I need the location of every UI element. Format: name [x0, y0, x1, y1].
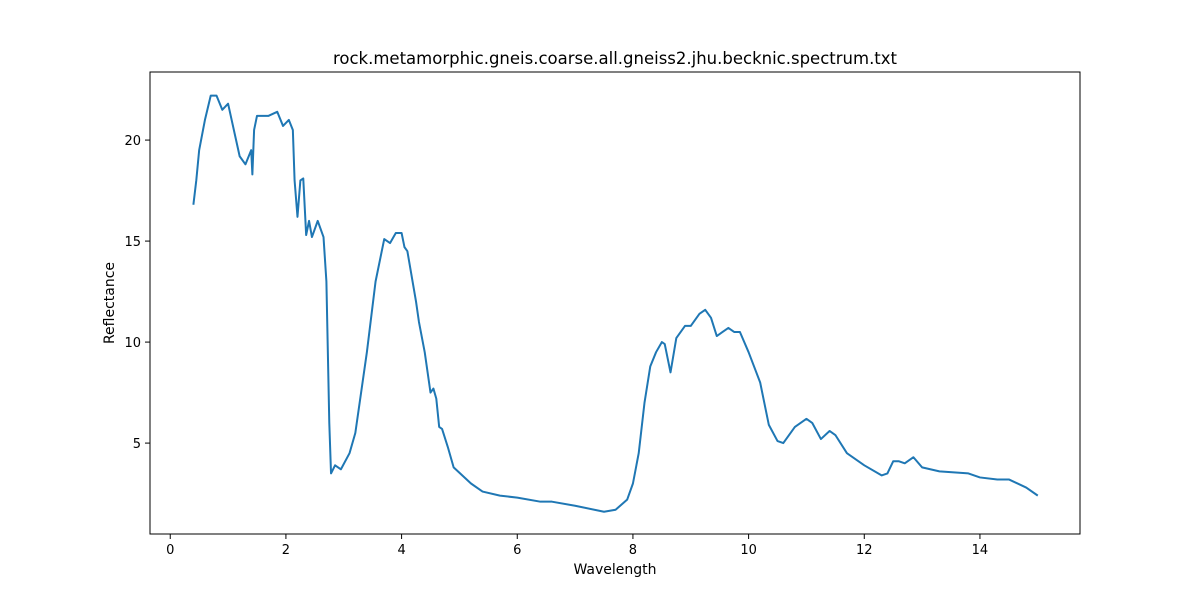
y-axis-label: Reflectance: [102, 262, 118, 344]
y-tick-label: 15: [124, 235, 141, 250]
y-tick-label: 20: [124, 134, 141, 149]
x-tick-label: 4: [397, 543, 405, 558]
chart-title: rock.metamorphic.gneis.coarse.all.gneiss…: [333, 49, 898, 68]
x-tick-label: 10: [740, 543, 757, 558]
x-tick-label: 8: [629, 543, 637, 558]
x-axis-label: Wavelength: [573, 562, 656, 578]
x-tick-label: 14: [972, 543, 989, 558]
y-tick-label: 5: [133, 437, 141, 452]
plot-frame: [149, 71, 1081, 535]
x-tick-label: 0: [166, 543, 174, 558]
line: [192, 94, 1039, 513]
x-tick-label: 6: [513, 543, 521, 558]
x-tick-label: 12: [856, 543, 873, 558]
x-tick-label: 2: [282, 543, 290, 558]
y-tick-label: 10: [124, 336, 141, 351]
